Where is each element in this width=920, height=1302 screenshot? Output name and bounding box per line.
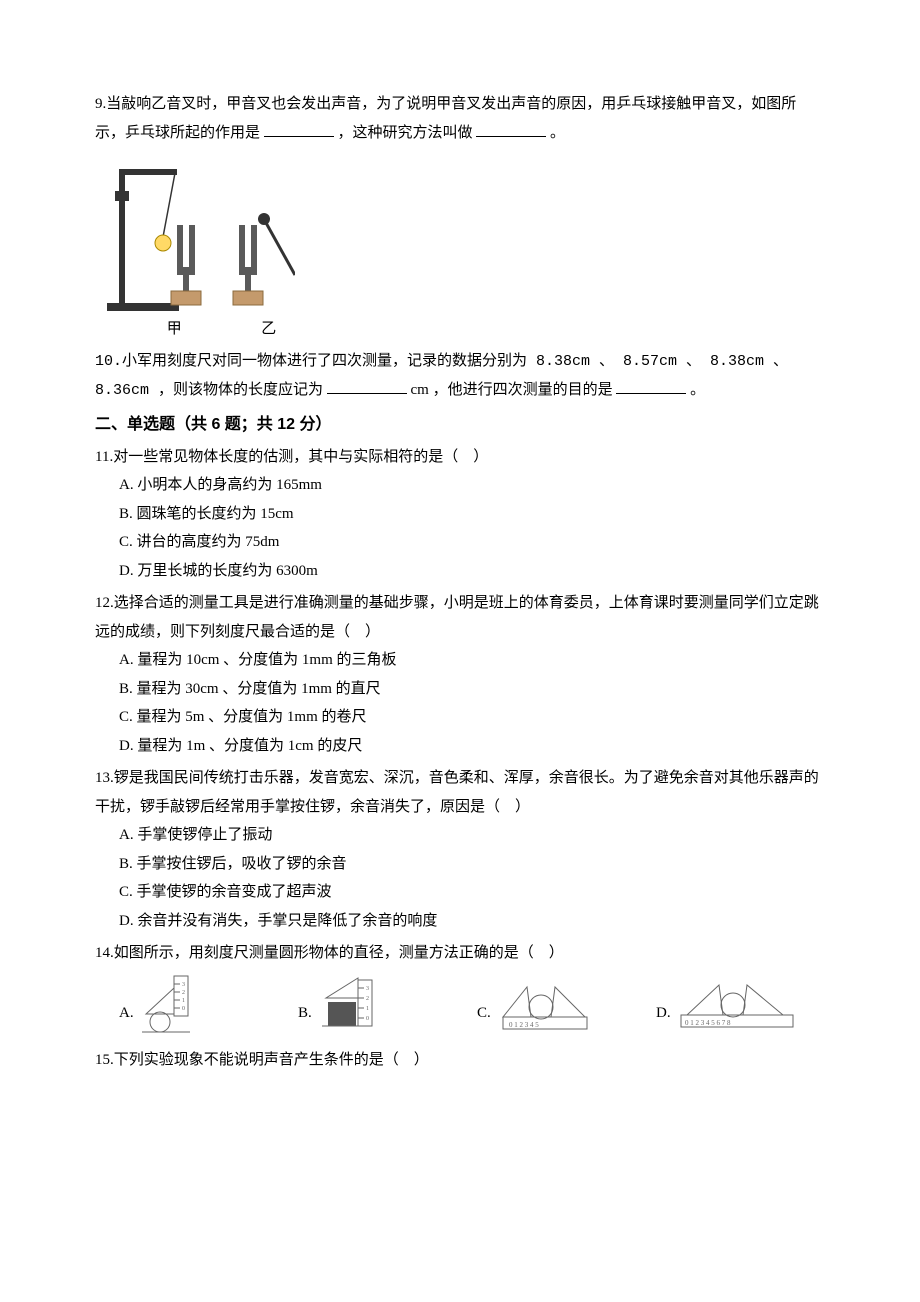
svg-text:0: 0 <box>366 1016 369 1022</box>
question-10: 10.小军用刻度尺对同一物体进行了四次测量，记录的数据分别为 8.38cm 、 … <box>95 347 825 406</box>
svg-text:0 1 2 3 4 5: 0 1 2 3 4 5 <box>509 1021 539 1029</box>
q10-unit: cm ，他进行四次测量的目的是 <box>411 382 613 398</box>
q12-opt-b: B. 量程为 30cm 、分度值为 1mm 的直尺 <box>119 675 825 704</box>
question-15: 15.下列实验现象不能说明声音产生条件的是（ ） <box>95 1046 825 1075</box>
svg-text:3: 3 <box>182 982 185 988</box>
q9-text-3: 。 <box>550 125 565 141</box>
q9-figure: 甲 乙 <box>95 155 825 344</box>
q13-opt-c: C. 手掌使锣的余音变成了超声波 <box>119 878 825 907</box>
q14-opt-d: D. 0 1 2 3 4 5 6 7 8 <box>656 979 825 1034</box>
q14-letter-b: B. <box>298 999 312 1028</box>
q14-figure-d-icon: 0 1 2 3 4 5 6 7 8 <box>677 979 797 1034</box>
q14-letter-d: D. <box>656 999 671 1028</box>
tuning-fork-diagram-icon <box>95 155 295 315</box>
q11-stem: 11.对一些常见物体长度的估测，其中与实际相符的是（ ） <box>95 443 825 472</box>
q11-opt-a: A. 小明本人的身高约为 165mm <box>119 471 825 500</box>
q14-letter-a: A. <box>119 999 134 1028</box>
q12-opt-c: C. 量程为 5m 、分度值为 1mm 的卷尺 <box>119 703 825 732</box>
q14-figure-c-icon: 0 1 2 3 4 5 <box>497 979 597 1034</box>
q14-figure-a-icon: 3 2 1 0 <box>140 974 230 1034</box>
q9-figure-labels: 甲 乙 <box>95 315 825 344</box>
q11-opt-b: B. 圆珠笔的长度约为 15cm <box>119 500 825 529</box>
q10-period: 。 <box>690 382 705 398</box>
question-11: 11.对一些常见物体长度的估测，其中与实际相符的是（ ） A. 小明本人的身高约… <box>95 443 825 586</box>
q15-stem: 15.下列实验现象不能说明声音产生条件的是（ ） <box>95 1046 825 1075</box>
question-14: 14.如图所示，用刻度尺测量圆形物体的直径，测量方法正确的是（ ） A. 3 2… <box>95 939 825 1034</box>
question-13: 13.锣是我国民间传统打击乐器，发音宽宏、深沉，音色柔和、浑厚，余音很长。为了避… <box>95 764 825 935</box>
svg-text:1: 1 <box>366 1006 369 1012</box>
q13-opt-b: B. 手掌按住锣后，吸收了锣的余音 <box>119 850 825 879</box>
q9-blank-2 <box>476 122 546 137</box>
q13-opt-a: A. 手掌使锣停止了振动 <box>119 821 825 850</box>
q14-stem: 14.如图所示，用刻度尺测量圆形物体的直径，测量方法正确的是（ ） <box>95 939 825 968</box>
svg-text:1: 1 <box>182 998 185 1004</box>
svg-text:2: 2 <box>366 996 369 1002</box>
svg-text:0 1 2 3 4 5 6 7 8: 0 1 2 3 4 5 6 7 8 <box>685 1019 731 1027</box>
q10-blank-2 <box>616 379 686 394</box>
q13-options: A. 手掌使锣停止了振动 B. 手掌按住锣后，吸收了锣的余音 C. 手掌使锣的余… <box>95 821 825 935</box>
question-12: 12.选择合适的测量工具是进行准确测量的基础步骤，小明是班上的体育委员，上体育课… <box>95 589 825 760</box>
q12-opt-a: A. 量程为 10cm 、分度值为 1mm 的三角板 <box>119 646 825 675</box>
q11-opt-d: D. 万里长城的长度约为 6300m <box>119 557 825 586</box>
q11-options: A. 小明本人的身高约为 165mm B. 圆珠笔的长度约为 15cm C. 讲… <box>95 471 825 585</box>
question-9: 9.当敲响乙音叉时，甲音叉也会发出声音，为了说明甲音叉发出声音的原因，用乒乓球接… <box>95 90 825 147</box>
q14-letter-c: C. <box>477 999 491 1028</box>
q14-figure-b-icon: 3 2 1 0 <box>318 974 408 1034</box>
q12-opt-d: D. 量程为 1m 、分度值为 1cm 的皮尺 <box>119 732 825 761</box>
q14-options: A. 3 2 1 0 B. <box>95 974 825 1034</box>
q9-blank-1 <box>264 122 334 137</box>
q14-opt-a: A. 3 2 1 0 <box>119 974 288 1034</box>
section-2-header: 二、单选题（共 6 题；共 12 分） <box>95 410 825 440</box>
q12-options: A. 量程为 10cm 、分度值为 1mm 的三角板 B. 量程为 30cm 、… <box>95 646 825 760</box>
q9-label-left: 甲 <box>167 321 182 337</box>
svg-text:0: 0 <box>182 1006 185 1012</box>
q9-label-right: 乙 <box>261 321 276 337</box>
q14-opt-c: C. 0 1 2 3 4 5 <box>477 979 646 1034</box>
svg-text:2: 2 <box>182 990 185 996</box>
q12-stem: 12.选择合适的测量工具是进行准确测量的基础步骤，小明是班上的体育委员，上体育课… <box>95 589 825 646</box>
q13-opt-d: D. 余音并没有消失，手掌只是降低了余音的响度 <box>119 907 825 936</box>
q13-stem: 13.锣是我国民间传统打击乐器，发音宽宏、深沉，音色柔和、浑厚，余音很长。为了避… <box>95 764 825 821</box>
svg-text:3: 3 <box>366 986 369 992</box>
q11-opt-c: C. 讲台的高度约为 75dm <box>119 528 825 557</box>
q10-blank-1 <box>327 379 407 394</box>
q14-opt-b: B. 3 2 1 0 <box>298 974 467 1034</box>
q9-text-2: ，这种研究方法叫做 <box>338 125 473 141</box>
